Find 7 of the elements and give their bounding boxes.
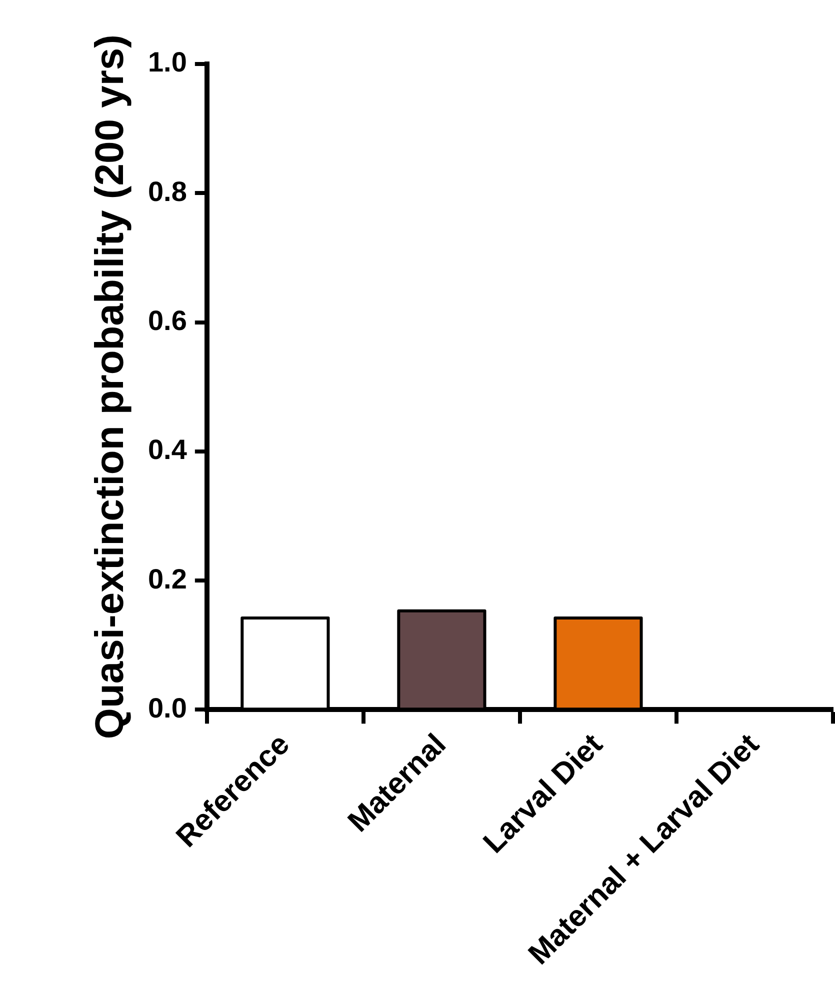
y-tick-label: 0.2 [148, 563, 187, 594]
y-tick-label: 1.0 [148, 46, 187, 78]
y-tick-label: 0.4 [148, 434, 188, 466]
y-axis-title: Quasi-extinction probability (200 yrs) [88, 34, 132, 740]
y-tick-label: 0.6 [148, 304, 187, 336]
y-tick-label: 0.8 [148, 176, 187, 207]
y-tick-label: 0.0 [148, 692, 187, 724]
